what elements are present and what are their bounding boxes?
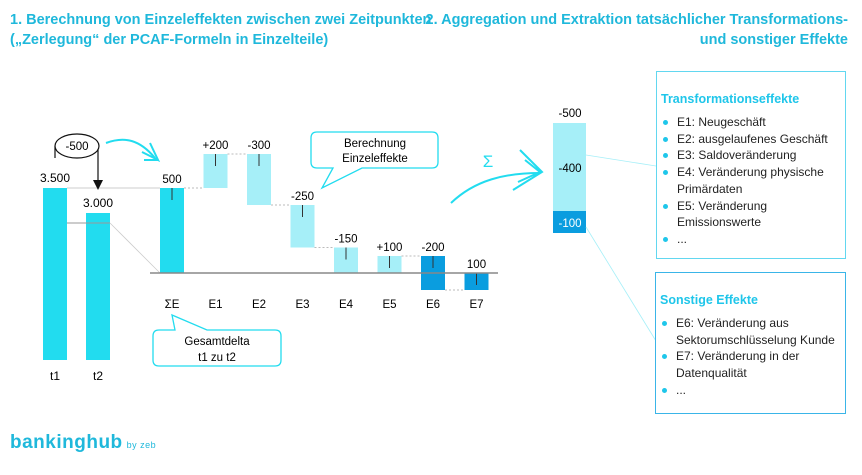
list-item: E5: Veränderung Emissionswerte: [661, 198, 839, 231]
bar-t1: [43, 188, 67, 360]
list-item: E3: Saldoveränderung: [661, 147, 839, 164]
category-label: E2: [252, 299, 266, 311]
category-label: E6: [426, 299, 440, 311]
value-label: -150: [334, 234, 357, 246]
title-line: („Zerlegung“ der PCAF-Formeln in Einzelt…: [10, 32, 329, 48]
bar-t2: [86, 213, 110, 360]
list-item: E4: Veränderung physische Primärdaten: [661, 164, 839, 197]
value-label: -300: [247, 140, 270, 152]
category-label: E1: [208, 299, 222, 311]
category-label: E3: [295, 299, 309, 311]
waterfall-chart: 500 ΣE +200 E1 -300 E2 -250 E3 -150 E4 +100 E5 -200 E…: [160, 140, 489, 311]
callout-text: Berechnung: [344, 138, 406, 150]
link-line: [585, 226, 657, 342]
callout-effects: [310, 131, 439, 190]
waterfall-bar-ΣE: [160, 188, 184, 273]
list-item: ...: [661, 231, 839, 248]
list-item: E7: Veränderung in der Datenqualität: [660, 348, 839, 381]
title-line: 2. Aggregation und Extraktion tatsächlic…: [425, 12, 848, 28]
title-line: und sonstiger Effekte: [699, 32, 848, 48]
arrow-icon: [105, 138, 156, 159]
aggregate-other-value: -100: [558, 218, 581, 230]
transformation-effects-list: E1: Neugeschäft E2: ausgelaufenes Geschäf…: [661, 114, 839, 248]
box-title: Transformationseffekte: [661, 92, 800, 106]
callout-delta: [152, 313, 282, 367]
section-2-title: 2. Aggregation und Extraktion tatsächlic…: [426, 10, 848, 50]
logo-subtext: by zeb: [126, 440, 157, 450]
other-effects-box: Sonstige Effekte E6: Veränderung aus Sek…: [655, 272, 846, 414]
list-item: E6: Veränderung aus Sektorumschlüsselung…: [660, 315, 839, 348]
aggregate-other-bar: [553, 211, 586, 233]
transformation-effects-box: Transformationseffekte E1: Neugeschäft E2…: [656, 71, 846, 259]
value-label: +100: [377, 242, 403, 254]
title-line: 1. Berechnung von Einzeleffekten zwische…: [10, 12, 432, 28]
value-label: 500: [162, 174, 181, 186]
callout-text: Einzeleffekte: [342, 153, 408, 165]
link-line: [585, 154, 657, 167]
value-label: 100: [467, 259, 486, 271]
value-label: +200: [203, 140, 229, 152]
category-label: E5: [382, 299, 396, 311]
arrow-icon: [450, 172, 541, 204]
label-t1: t1: [50, 369, 60, 383]
section-1-title: 1. Berechnung von Einzeleffekten zwische…: [10, 10, 431, 50]
callout-text: t1 zu t2: [198, 352, 236, 364]
other-effects-list: E6: Veränderung aus Sektorumschlüsselung…: [660, 315, 839, 399]
aggregate-transformation-bar: [553, 123, 586, 211]
delta-value: -500: [65, 141, 88, 153]
value-t2: 3.000: [83, 196, 113, 210]
list-item: ...: [660, 382, 839, 399]
delta-annotation: -500: [54, 133, 103, 190]
list-item: E1: Neugeschäft: [661, 114, 839, 131]
aggregate-total: -500: [558, 108, 581, 120]
value-label: -250: [291, 191, 314, 203]
box-title: Sonstige Effekte: [660, 293, 758, 307]
list-item: E2: ausgelaufenes Geschäft: [661, 131, 839, 148]
category-label: E4: [339, 299, 354, 311]
logo: bankinghub by zeb: [10, 432, 156, 454]
arrowhead-icon: [512, 149, 544, 191]
category-label: E7: [469, 299, 483, 311]
sigma-icon: Σ: [483, 152, 494, 171]
value-t1: 3.500: [40, 171, 70, 185]
arrowhead-icon: [141, 142, 161, 163]
aggregate-transformation-value: -400: [558, 163, 581, 175]
value-label: -200: [421, 242, 444, 254]
label-t2: t2: [93, 369, 103, 383]
zoom-line: [109, 222, 161, 274]
logo-text: bankinghub: [10, 432, 123, 453]
callout-text: Gesamtdelta: [184, 336, 250, 348]
category-label: ΣE: [165, 299, 180, 311]
